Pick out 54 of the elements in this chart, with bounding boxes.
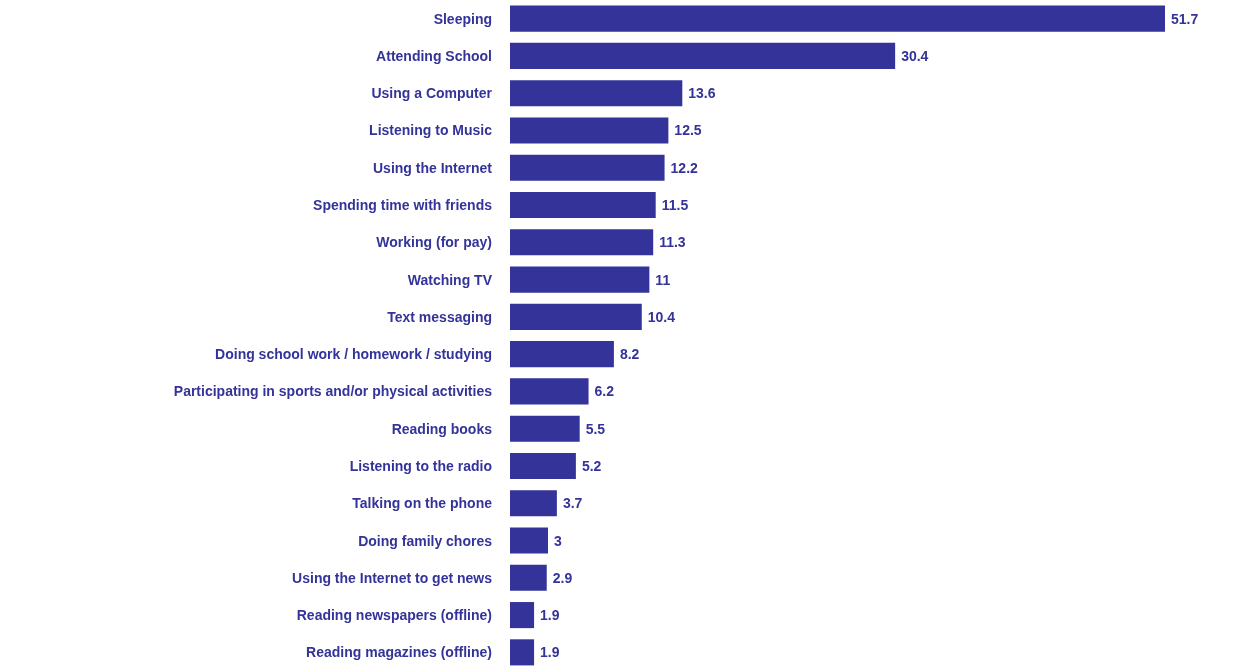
data-label: 3.7 [562,495,583,512]
y-tick-label: Text messaging [387,308,492,325]
data-label: 6.2 [594,383,615,400]
bar [510,80,683,107]
bar [510,341,614,368]
y-tick-label: Sleeping [433,10,492,27]
data-label: 3 [554,532,563,549]
data-label: 51.7 [1171,10,1199,27]
y-tick-label: Watching TV [407,271,493,288]
bar [510,117,669,144]
data-label: 30.4 [901,47,929,64]
data-label: 13.6 [688,85,716,102]
data-label: 1.9 [540,607,560,624]
y-tick-label: Using the Internet [372,159,493,176]
data-label: 8.2 [619,346,640,363]
data-label: 11.5 [661,197,689,214]
bar [510,639,535,666]
y-tick-label: Spending time with friends [313,197,493,214]
bar [510,527,549,554]
bar [510,490,557,517]
bar [510,42,896,69]
bar [510,378,589,405]
bar [510,229,654,256]
y-tick-label: Talking on the phone [352,495,493,512]
y-tick-label: Reading books [391,420,493,437]
y-tick-label: Doing school work / homework / studying [215,346,492,363]
y-tick-label: Doing family chores [358,532,493,549]
bar [510,602,535,629]
bar [510,452,576,480]
y-tick-label: Reading newspapers (offline) [296,607,492,624]
y-tick-label: Using a Computer [371,85,493,102]
data-label: 11.3 [659,234,686,251]
y-tick-label: Using the Internet to get news [292,569,493,586]
y-tick-label: Listening to the radio [349,457,492,474]
y-tick-label: Listening to Music [369,122,493,139]
bar [510,191,656,219]
data-label: 12.5 [674,122,702,139]
bar [510,5,1165,32]
data-label: 5.2 [581,457,602,474]
bar [510,154,665,181]
bar [510,564,547,591]
data-label: 11 [655,271,671,288]
bar [510,266,650,293]
data-label: 10.4 [647,308,676,325]
data-label: 12.2 [670,159,699,176]
y-tick-label: Attending School [376,47,492,64]
data-label: 2.9 [552,569,573,586]
y-tick-label: Participating in sports and/or physical activities [173,383,493,400]
bar [510,303,642,330]
y-tick-label: Working (for pay) [376,234,492,251]
y-tick-label: Reading magazines (offline) [306,644,492,661]
data-label: 1.9 [540,644,560,661]
bar [510,415,580,442]
data-label: 5.5 [585,420,606,437]
